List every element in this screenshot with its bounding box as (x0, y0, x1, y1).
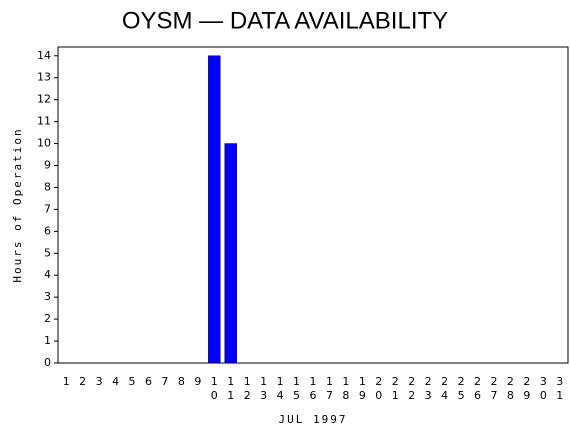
y-tick-label: 9 (44, 159, 51, 172)
y-tick-label: 6 (44, 224, 51, 237)
y-tick-label: 13 (37, 71, 51, 84)
y-tick-label: 2 (44, 312, 51, 325)
x-tick-label: 3 (96, 375, 103, 388)
y-tick-label: 0 (44, 356, 51, 369)
x-tick-label: 7 (161, 375, 168, 388)
x-tick-label: 9 (194, 375, 201, 388)
bar (208, 55, 221, 364)
chart-title: OYSM — DATA AVAILABILITY (122, 7, 448, 34)
y-tick-label: 12 (37, 93, 51, 106)
x-axis-label: JUL 1997 (279, 413, 348, 426)
bar (224, 143, 237, 364)
x-tick-label: 1 (63, 375, 70, 388)
y-axis-label: Hours of Operation (11, 127, 24, 282)
y-tick-label: 4 (44, 268, 51, 281)
y-tick-label: 10 (37, 137, 51, 150)
plot-frame (57, 46, 569, 364)
y-tick-label: 1 (44, 334, 51, 347)
x-tick-label: 8 (178, 375, 185, 388)
y-tick-label: 3 (44, 290, 51, 303)
x-tick-label: 2 (79, 375, 86, 388)
y-tick-label: 5 (44, 246, 51, 259)
x-tick-label: 5 (129, 375, 136, 388)
y-tick-label: 11 (37, 115, 51, 128)
x-tick-label: 4 (112, 375, 119, 388)
x-tick-label: 6 (145, 375, 152, 388)
y-tick-label: 14 (37, 49, 51, 62)
y-tick-label: 8 (44, 180, 51, 193)
y-tick-label: 7 (44, 202, 51, 215)
